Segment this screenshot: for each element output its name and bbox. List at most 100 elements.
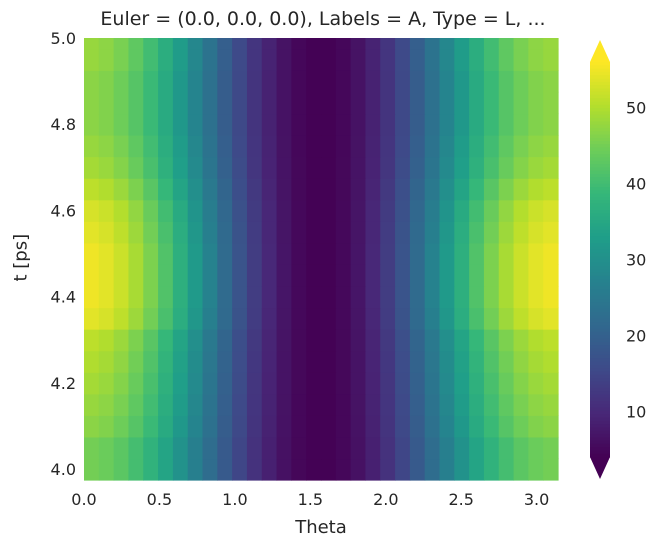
heatmap-cell xyxy=(113,415,130,438)
colorbar-tick-label: 50 xyxy=(626,99,646,118)
heatmap-cell xyxy=(113,199,130,222)
heatmap-cell xyxy=(543,48,559,71)
heatmap-cell xyxy=(483,48,500,71)
colorbar-strip xyxy=(590,440,610,445)
heatmap-cell xyxy=(217,199,233,222)
heatmap-cell xyxy=(483,393,500,416)
colorbar-strip xyxy=(590,404,610,409)
heatmap-cell xyxy=(321,38,337,50)
heatmap-cell xyxy=(172,70,189,93)
heatmap-cell xyxy=(306,285,322,309)
heatmap-cell xyxy=(84,372,100,395)
heatmap-cell xyxy=(365,70,381,93)
colorbar-strip xyxy=(590,407,610,412)
colorbar-strip xyxy=(590,137,610,142)
heatmap-cell xyxy=(261,178,278,201)
heatmap-cell xyxy=(439,178,455,201)
heatmap-cell xyxy=(98,307,115,330)
colorbar-tick-label: 10 xyxy=(626,402,646,421)
colorbar-strip xyxy=(590,338,610,343)
heatmap-cell xyxy=(113,70,130,93)
heatmap-cell xyxy=(306,458,322,481)
heatmap-cell xyxy=(498,48,515,71)
heatmap-cell xyxy=(217,38,233,50)
heatmap-cell xyxy=(291,415,307,438)
heatmap-cell xyxy=(543,264,559,287)
heatmap-cell xyxy=(439,156,455,179)
heatmap-cell xyxy=(202,242,218,265)
heatmap-cell xyxy=(217,178,233,201)
heatmap-cell xyxy=(350,178,367,201)
heatmap-cell xyxy=(513,38,529,50)
heatmap-cell xyxy=(143,372,159,395)
colorbar-strip xyxy=(590,239,610,244)
heatmap-cell xyxy=(276,113,292,136)
heatmap-cell xyxy=(128,48,144,71)
heatmap-cell xyxy=(469,242,485,265)
heatmap-cell xyxy=(202,329,218,352)
heatmap-cell xyxy=(335,415,352,438)
heatmap-cell xyxy=(528,350,544,373)
heatmap-cell xyxy=(409,264,426,287)
heatmap-cell xyxy=(424,178,441,201)
heatmap-cell xyxy=(409,458,426,481)
heatmap-cell xyxy=(143,285,159,309)
heatmap-cell xyxy=(365,242,381,265)
heatmap-cell xyxy=(380,242,396,265)
heatmap-cell xyxy=(276,458,292,481)
heatmap-cell xyxy=(113,350,130,373)
heatmap-cell xyxy=(128,113,144,136)
heatmap-cell xyxy=(350,242,367,265)
heatmap-cell xyxy=(306,436,322,460)
heatmap-cell xyxy=(276,372,292,395)
heatmap-cell xyxy=(395,70,411,93)
heatmap-cell xyxy=(261,70,278,93)
colorbar-strip xyxy=(590,147,610,152)
heatmap-cell xyxy=(143,70,159,93)
colorbar-strip xyxy=(590,391,610,396)
heatmap-cell xyxy=(306,199,322,222)
heatmap-cell xyxy=(543,285,559,309)
heatmap-cell xyxy=(202,113,218,136)
colorbar-strip xyxy=(590,183,610,188)
heatmap-cell xyxy=(439,458,455,481)
heatmap-cell xyxy=(528,91,544,115)
heatmap-cell xyxy=(350,91,367,115)
heatmap-cell xyxy=(439,307,455,330)
heatmap-cell xyxy=(232,48,248,71)
heatmap-cell xyxy=(395,307,411,330)
colorbar-strip xyxy=(590,279,610,284)
heatmap-cell xyxy=(187,264,204,287)
heatmap-cell xyxy=(261,38,278,50)
colorbar-strip xyxy=(590,368,610,373)
y-tick-label: 4.4 xyxy=(51,288,76,307)
heatmap-cell xyxy=(84,178,100,201)
heatmap-cell xyxy=(543,458,559,481)
heatmap-cell xyxy=(246,221,263,244)
colorbar-strip xyxy=(590,180,610,185)
colorbar-strip xyxy=(590,364,610,369)
colorbar-strip xyxy=(590,196,610,201)
heatmap-cell xyxy=(395,135,411,158)
heatmap-cell xyxy=(335,178,352,201)
heatmap-cell xyxy=(365,372,381,395)
heatmap-cell xyxy=(261,436,278,460)
heatmap-cell xyxy=(513,156,529,179)
colorbar-strip xyxy=(590,252,610,257)
heatmap-cell xyxy=(454,91,470,115)
heatmap-cell xyxy=(84,285,100,309)
heatmap-cell xyxy=(439,38,455,50)
heatmap-cell xyxy=(513,372,529,395)
heatmap-cell xyxy=(454,48,470,71)
heatmap-cell xyxy=(113,113,130,136)
colorbar-strip xyxy=(590,447,610,452)
heatmap-cell xyxy=(128,372,144,395)
heatmap-cell xyxy=(113,242,130,265)
heatmap-cell xyxy=(202,264,218,287)
heatmap-cell xyxy=(84,329,100,352)
heatmap-cell xyxy=(543,91,559,115)
colorbar-strip xyxy=(590,295,610,300)
heatmap-cell xyxy=(365,199,381,222)
heatmap-cell xyxy=(261,221,278,244)
colorbar-strip xyxy=(590,88,610,93)
